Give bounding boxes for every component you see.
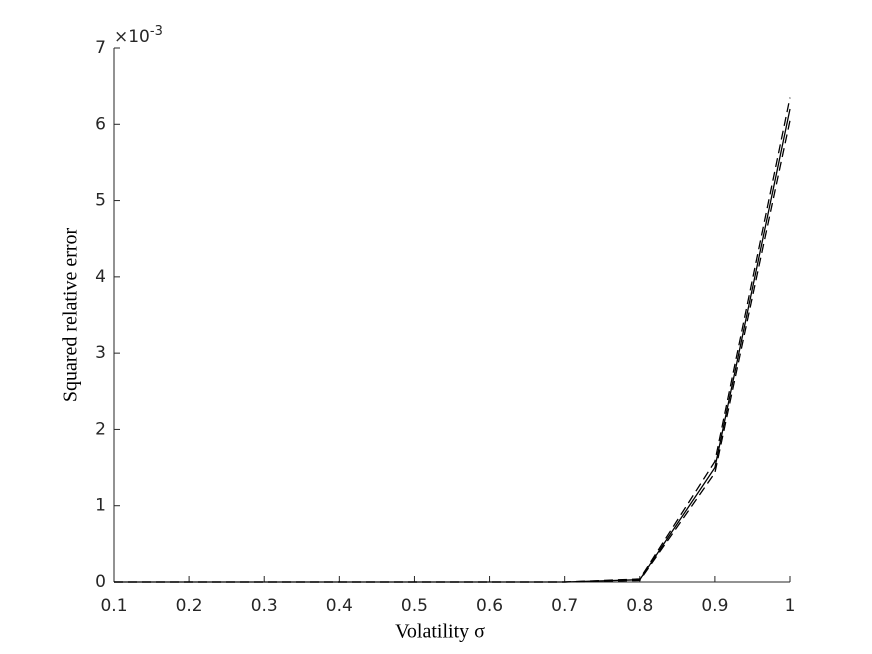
data-line [114,120,791,583]
x-tick-label: 0.2 [176,596,203,616]
x-tick-label: 0.6 [476,596,503,616]
y-tick-label: 6 [95,114,106,134]
y-multiplier-base: ×10 [114,27,150,47]
y-tick-label: 7 [95,38,106,58]
x-tick-label: 0.8 [626,596,653,616]
y-tick-label: 1 [95,496,106,516]
y-tick-label: 3 [95,343,106,363]
y-tick-label: 4 [95,267,106,287]
x-tick-label: 0.9 [701,596,728,616]
x-tick-label: 0.3 [251,596,278,616]
x-tick-label: 1 [785,596,796,616]
data-line [114,97,791,583]
y-axis-label: Squared relative error [60,227,82,402]
y-tick-label: 5 [95,191,106,211]
y-multiplier: ×10-3 [114,24,163,48]
y-multiplier-exponent: -3 [150,24,163,39]
x-tick-label: 0.4 [326,596,353,616]
x-tick-label: 0.5 [401,596,428,616]
x-tick-label: 0.1 [100,596,127,616]
y-tick-label: 2 [95,419,106,439]
x-axis-label: Volatility σ [395,621,485,643]
y-tick-label: 0 [95,572,106,592]
x-tick-label: 0.7 [551,596,578,616]
